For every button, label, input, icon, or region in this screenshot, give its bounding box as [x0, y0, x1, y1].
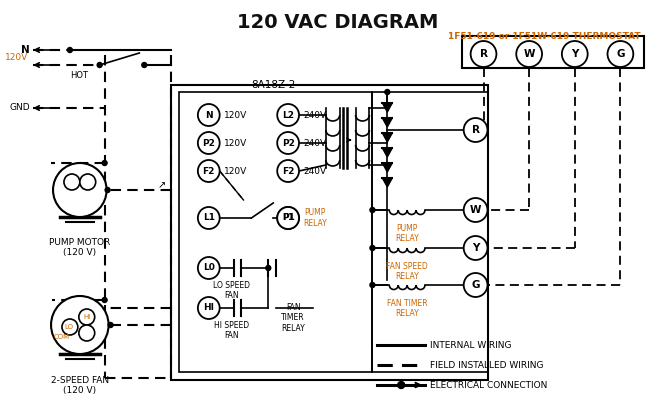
Text: ELECTRICAL CONNECTION: ELECTRICAL CONNECTION: [430, 380, 547, 390]
Circle shape: [562, 41, 588, 67]
Circle shape: [277, 132, 299, 154]
Text: W: W: [470, 205, 481, 215]
Circle shape: [266, 266, 271, 271]
Text: FAN SPEED
RELAY: FAN SPEED RELAY: [387, 262, 428, 282]
Polygon shape: [383, 178, 392, 187]
Text: P2: P2: [281, 139, 295, 147]
Text: L1: L1: [203, 214, 215, 222]
Circle shape: [62, 319, 78, 335]
Circle shape: [51, 296, 109, 354]
Circle shape: [102, 297, 107, 303]
Circle shape: [102, 160, 107, 166]
Polygon shape: [383, 118, 392, 127]
Text: PUMP
RELAY: PUMP RELAY: [303, 208, 327, 228]
Text: 120V: 120V: [224, 139, 247, 147]
Text: L0: L0: [203, 264, 214, 272]
Text: PUMP
RELAY: PUMP RELAY: [395, 224, 419, 243]
Text: 240V: 240V: [303, 166, 326, 176]
Polygon shape: [383, 163, 392, 172]
Circle shape: [105, 187, 110, 192]
Text: LO: LO: [64, 324, 74, 330]
Text: 240V: 240V: [303, 111, 326, 119]
Circle shape: [385, 90, 390, 95]
Text: F2: F2: [202, 166, 215, 176]
Circle shape: [517, 41, 542, 67]
Circle shape: [277, 104, 299, 126]
Text: 2-SPEED FAN
(120 V): 2-SPEED FAN (120 V): [51, 376, 109, 396]
Circle shape: [398, 382, 405, 388]
Circle shape: [277, 207, 299, 229]
Text: 1F51-619 or 1F51W-619 THERMOSTAT: 1F51-619 or 1F51W-619 THERMOSTAT: [448, 32, 641, 41]
Text: HOT: HOT: [70, 70, 88, 80]
Circle shape: [68, 47, 72, 52]
Circle shape: [108, 323, 113, 328]
Circle shape: [97, 62, 102, 67]
Polygon shape: [383, 133, 392, 142]
Text: G: G: [471, 280, 480, 290]
Text: LO SPEED
FAN: LO SPEED FAN: [213, 281, 250, 300]
Circle shape: [80, 174, 96, 190]
Circle shape: [277, 160, 299, 182]
Circle shape: [64, 174, 80, 190]
Text: L2: L2: [282, 111, 294, 119]
Circle shape: [198, 104, 220, 126]
Bar: [373, 92, 488, 372]
Text: F2: F2: [282, 166, 294, 176]
Text: N: N: [205, 111, 212, 119]
Text: FAN TIMER
RELAY: FAN TIMER RELAY: [387, 299, 427, 318]
Circle shape: [198, 160, 220, 182]
Text: ↗: ↗: [158, 180, 166, 190]
Text: P1: P1: [282, 214, 294, 222]
Circle shape: [370, 282, 375, 287]
Text: 240V: 240V: [303, 139, 326, 147]
Circle shape: [198, 207, 220, 229]
Circle shape: [470, 41, 496, 67]
Text: P1: P1: [281, 214, 295, 222]
Text: COM: COM: [54, 334, 70, 340]
Bar: [179, 92, 373, 372]
Circle shape: [277, 207, 299, 229]
Text: G: G: [616, 49, 624, 59]
Circle shape: [198, 297, 220, 319]
Text: HI: HI: [83, 314, 90, 320]
Polygon shape: [383, 148, 392, 157]
Text: 120V: 120V: [5, 52, 28, 62]
Circle shape: [464, 118, 488, 142]
Text: FIELD INSTALLED WIRING: FIELD INSTALLED WIRING: [430, 360, 543, 370]
Circle shape: [608, 41, 633, 67]
Bar: [171, 85, 488, 380]
Text: Y: Y: [571, 49, 578, 59]
Text: FAN
TIMER
RELAY: FAN TIMER RELAY: [281, 303, 305, 333]
Text: R: R: [472, 125, 480, 135]
Text: 120V: 120V: [224, 166, 247, 176]
Circle shape: [464, 236, 488, 260]
Circle shape: [79, 325, 94, 341]
Circle shape: [370, 246, 375, 251]
Text: GND: GND: [9, 103, 30, 112]
Circle shape: [142, 62, 147, 67]
Text: 120 VAC DIAGRAM: 120 VAC DIAGRAM: [237, 13, 438, 32]
Text: W: W: [523, 49, 535, 59]
Text: 120V: 120V: [224, 111, 247, 119]
Text: R: R: [480, 49, 488, 59]
Polygon shape: [383, 103, 392, 112]
Text: HI SPEED
FAN: HI SPEED FAN: [214, 321, 249, 340]
Circle shape: [198, 132, 220, 154]
Text: HI: HI: [203, 303, 214, 313]
Circle shape: [370, 207, 375, 212]
Text: 8A18Z-2: 8A18Z-2: [251, 80, 295, 90]
Text: Y: Y: [472, 243, 479, 253]
Text: N: N: [21, 45, 30, 55]
Circle shape: [79, 309, 94, 325]
Text: INTERNAL WIRING: INTERNAL WIRING: [430, 341, 511, 349]
Text: PUMP MOTOR
(120 V): PUMP MOTOR (120 V): [49, 238, 111, 257]
Circle shape: [198, 257, 220, 279]
Text: P2: P2: [202, 139, 215, 147]
Circle shape: [464, 273, 488, 297]
Circle shape: [464, 198, 488, 222]
Bar: [462, 36, 645, 68]
Circle shape: [53, 163, 107, 217]
